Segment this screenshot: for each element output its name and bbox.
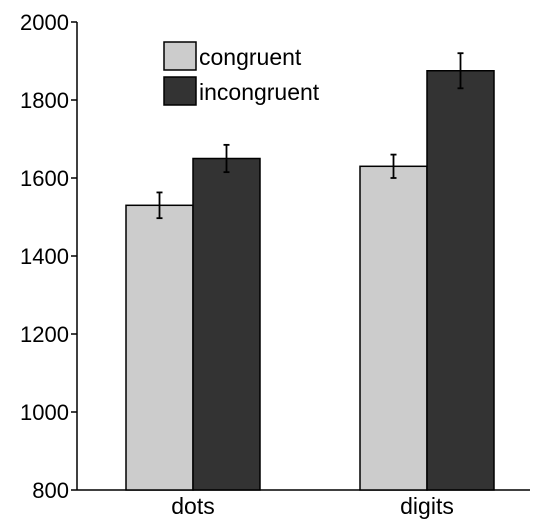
x-axis: dots digits xyxy=(77,489,530,519)
error-bars-group xyxy=(156,52,464,220)
x-tick-labels: dots digits xyxy=(171,493,454,519)
y-tick-label: 1200 xyxy=(20,322,69,347)
legend-swatch-incongruent xyxy=(163,76,197,106)
bar-dots-congruent xyxy=(125,204,194,491)
y-tick-labels: 800 1000 1200 1400 1600 1800 2000 xyxy=(20,10,77,503)
y-tick-label: 2000 xyxy=(20,10,69,35)
y-tick-label: 1600 xyxy=(20,166,69,191)
bar-digits-congruent xyxy=(359,165,428,491)
legend-swatch-congruent xyxy=(163,41,197,71)
x-tick-label-dots: dots xyxy=(171,493,214,519)
legend: congruent incongruent xyxy=(163,41,320,106)
legend-label-incongruent: incongruent xyxy=(199,79,320,105)
y-tick-label: 1800 xyxy=(20,88,69,113)
y-tick-label: 800 xyxy=(32,478,69,503)
bar-dots-incongruent xyxy=(192,157,261,491)
x-tick-label-digits: digits xyxy=(400,493,454,519)
bar-digits-incongruent xyxy=(426,70,495,491)
legend-label-congruent: congruent xyxy=(199,44,302,70)
y-tick-label: 1000 xyxy=(20,400,69,425)
y-axis: 800 1000 1200 1400 1600 1800 2000 xyxy=(20,10,78,503)
bars-group xyxy=(125,70,495,491)
y-tick-label: 1400 xyxy=(20,244,69,269)
